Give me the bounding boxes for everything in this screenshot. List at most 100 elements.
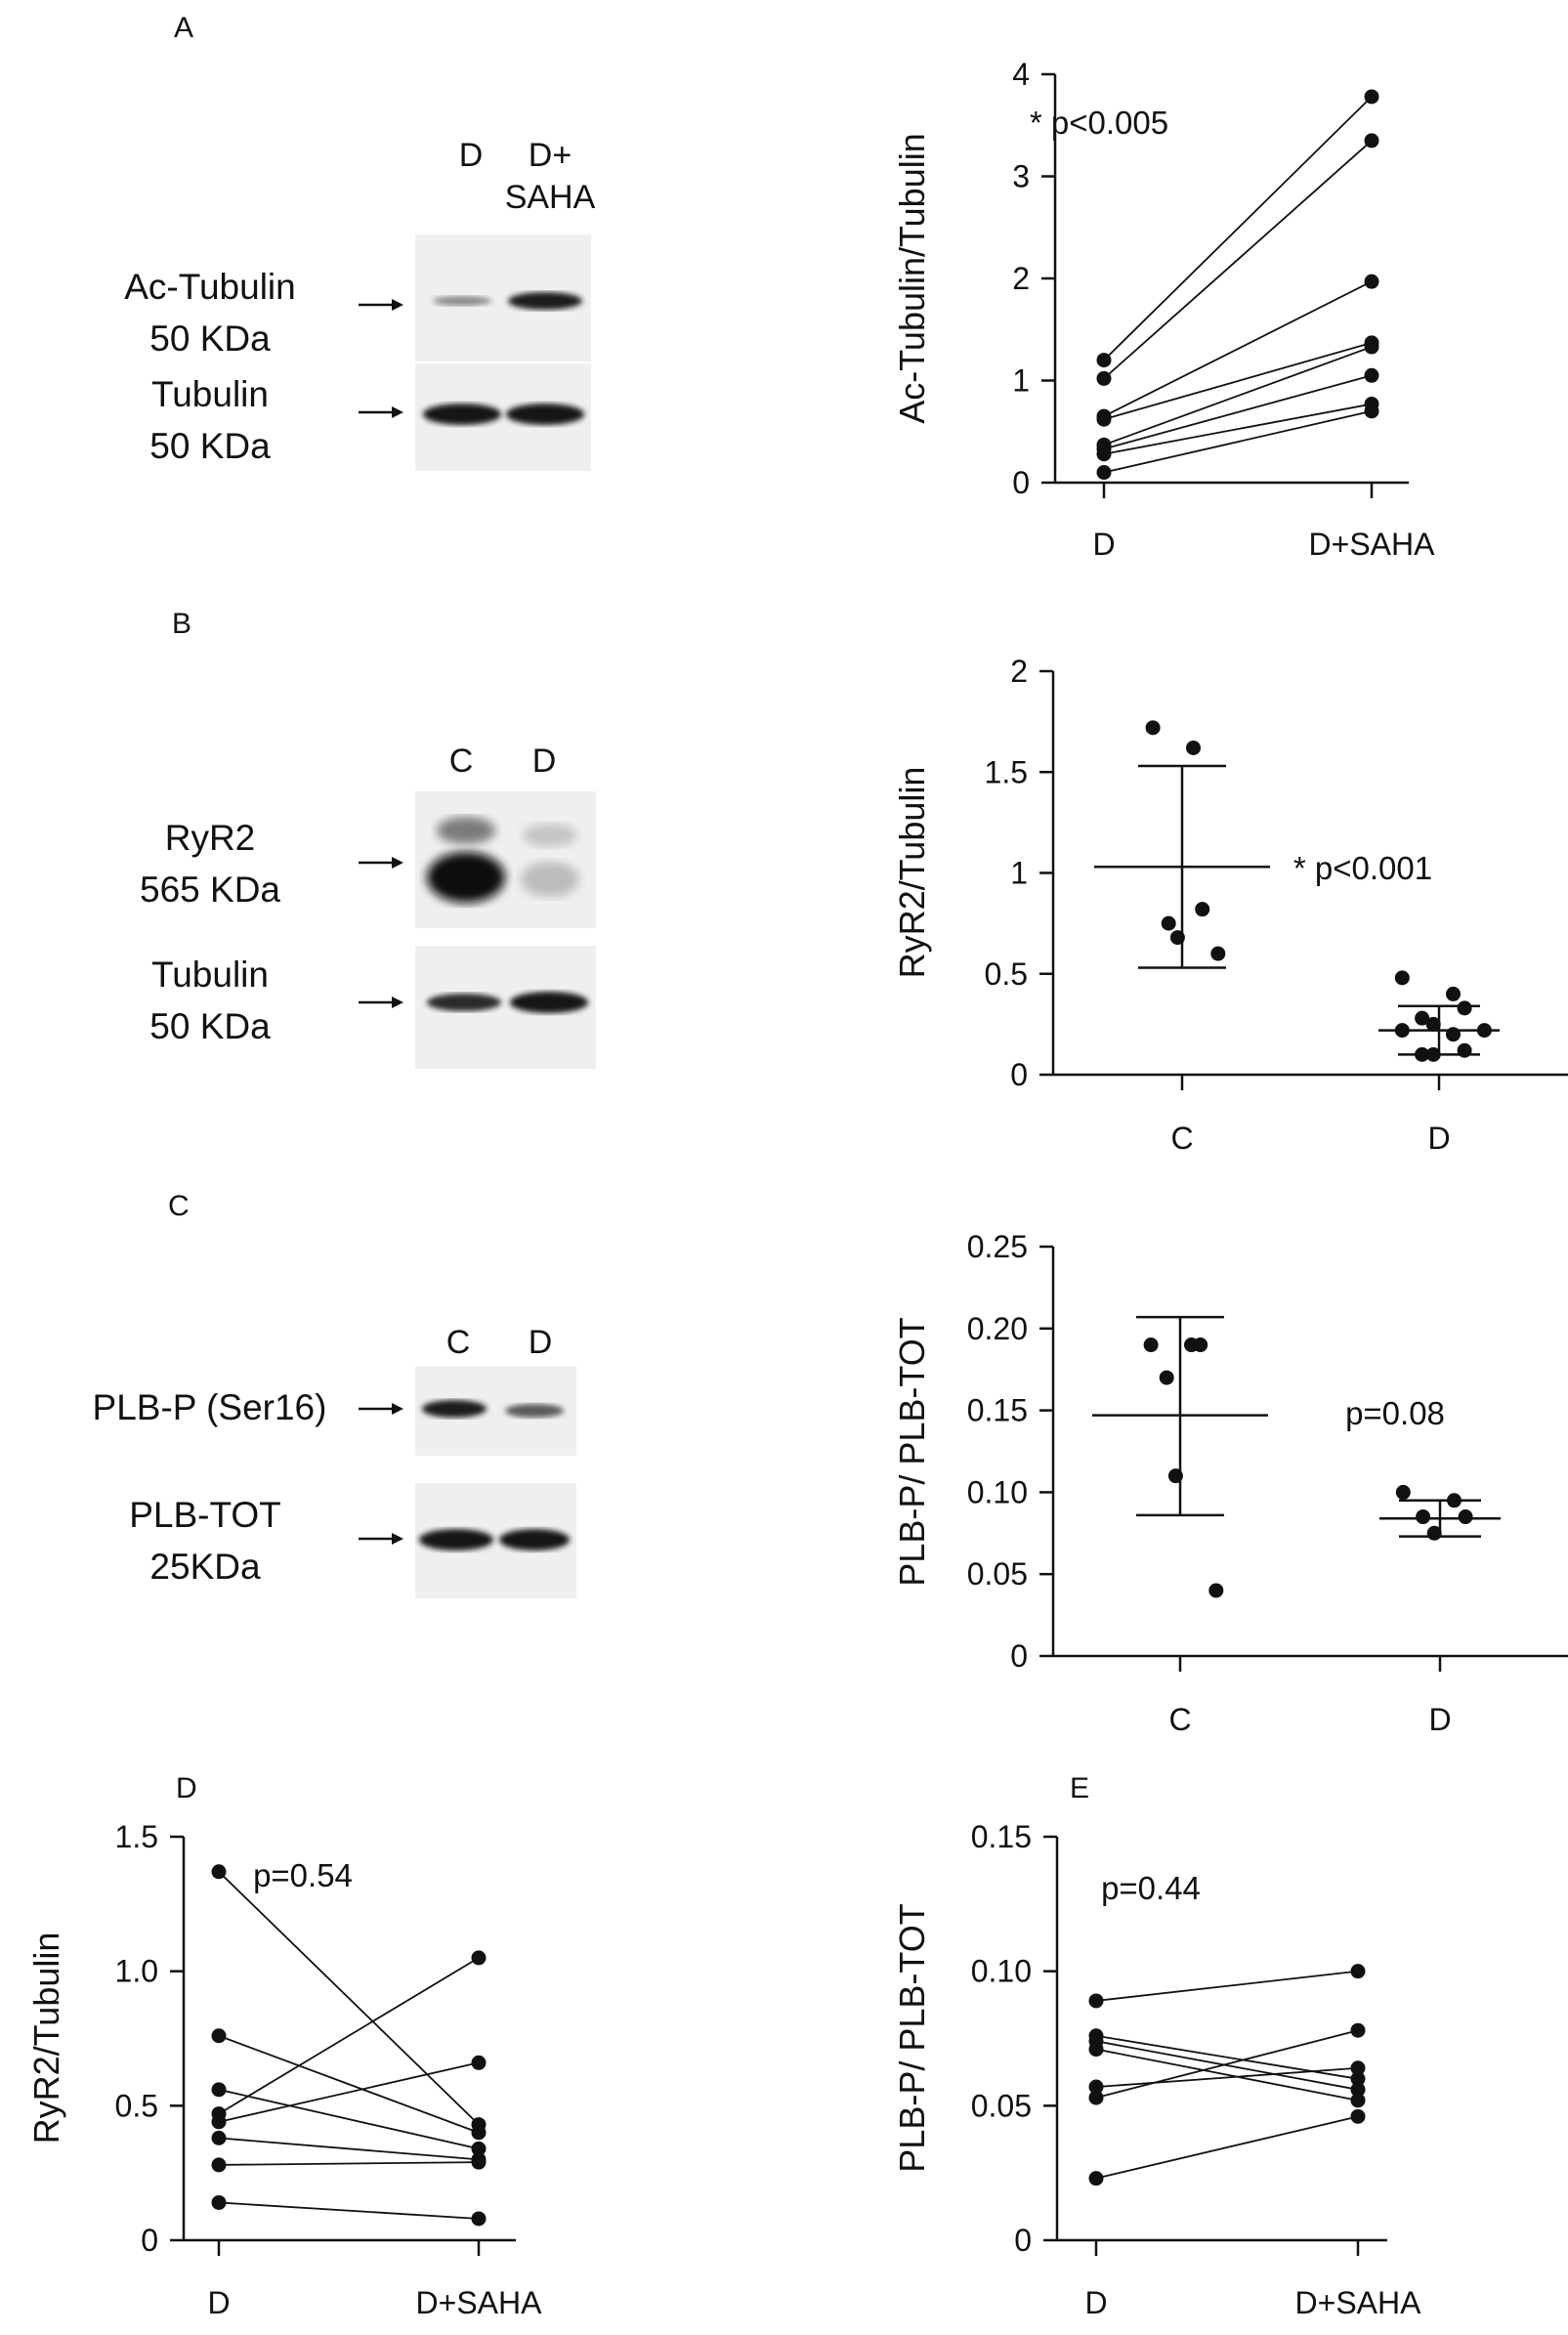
blot-b-ryr2-image xyxy=(415,791,596,928)
chart-d-point-before xyxy=(211,2028,227,2044)
chart-e-point-after xyxy=(1350,2060,1366,2076)
chart-e-annotation: p=0.44 xyxy=(1101,1870,1201,1906)
blot-b-band-2-label: Tubulin 50 KDa xyxy=(149,955,271,1046)
chart-e-pair-line xyxy=(1095,2040,1359,2091)
blot-a-arrow-2 xyxy=(359,406,403,418)
chart-b-point xyxy=(1446,1027,1461,1042)
chart-a-point-after xyxy=(1364,274,1379,289)
chart-c-y-tick-label: 0.05 xyxy=(967,1556,1028,1592)
chart-b-x-tick-label: C xyxy=(1170,1121,1193,1156)
chart-d-pair-line xyxy=(218,2034,480,2134)
panel-letter-e: E xyxy=(1070,1772,1090,1804)
blot-a-lane-2: D+ SAHA xyxy=(504,137,596,216)
blot-c-plb-tot-image xyxy=(415,1483,576,1598)
panel-letter-c: C xyxy=(168,1190,190,1222)
chart-a-annotation: * p<0.005 xyxy=(1030,105,1168,141)
chart-b-point xyxy=(1186,740,1201,755)
chart-c-point xyxy=(1208,1583,1224,1598)
blot-a-arrow-1 xyxy=(359,299,403,311)
chart-d-x-tick-label: D+SAHA xyxy=(416,2285,543,2320)
chart-b-point xyxy=(1195,902,1210,917)
chart-a-pair-line xyxy=(1103,346,1373,446)
chart-d-point-before xyxy=(211,2157,227,2173)
chart-b-y-tick-label: 1 xyxy=(1010,856,1028,891)
chart-c-point xyxy=(1193,1337,1208,1353)
chart-d-y-axis-label: RyR2/Tubulin xyxy=(26,1932,66,2144)
chart-a-point-before xyxy=(1096,370,1112,386)
blot-a-ac-tubulin-image xyxy=(415,234,591,361)
chart-a-x-tick-label: D+SAHA xyxy=(1309,527,1436,562)
chart-d-point-before xyxy=(211,2130,227,2145)
chart-e-y-tick-label: 0.10 xyxy=(971,1954,1032,1989)
chart-a-pair-line xyxy=(1103,96,1373,361)
chart-a-point-before xyxy=(1096,446,1112,462)
chart-a-x-tick-label: D xyxy=(1092,527,1115,562)
chart-d-point-before xyxy=(211,1864,227,1880)
chart-c-point xyxy=(1143,1337,1159,1353)
blot-c-band-2-label: PLB-TOT 25KDa xyxy=(129,1495,281,1587)
chart-a-y-tick-label: 0 xyxy=(1012,465,1030,500)
chart-c-point xyxy=(1458,1509,1473,1525)
chart-c-x-tick-label: D xyxy=(1428,1702,1451,1737)
chart-c-y-tick-label: 0.25 xyxy=(967,1229,1028,1264)
chart-a-point-after xyxy=(1364,339,1379,355)
chart-d-y-tick-label: 1.0 xyxy=(115,1954,158,1989)
chart-a-y-tick-label: 3 xyxy=(1012,159,1030,194)
blot-c-arrow-2 xyxy=(359,1533,403,1545)
chart-e-point-before xyxy=(1088,1993,1104,2009)
chart-a-point-after xyxy=(1364,367,1379,383)
chart-a-point-after xyxy=(1364,133,1379,149)
chart-e-pair-line xyxy=(1095,2029,1359,2099)
chart-c-x-tick-label: C xyxy=(1168,1702,1191,1737)
chart-e-point-after xyxy=(1350,2108,1366,2124)
chart-c-point xyxy=(1159,1370,1174,1385)
chart-e-point-before xyxy=(1088,2171,1104,2186)
chart-d-pair-line xyxy=(218,2201,480,2220)
chart-b-point xyxy=(1457,1000,1472,1016)
panel-letter-a: A xyxy=(174,12,194,44)
blot-a-lane-1: D xyxy=(458,137,484,174)
blot-b-lane-1: C xyxy=(448,743,474,780)
chart-c-y-tick-label: 0.15 xyxy=(967,1393,1028,1428)
chart-d-pair-line xyxy=(218,2061,480,2123)
blot-c-plb-p-image xyxy=(415,1366,576,1456)
chart-a-pair-line xyxy=(1103,409,1373,474)
chart-b-point xyxy=(1476,1023,1492,1039)
chart-e-pair-line xyxy=(1095,2048,1359,2102)
chart-b-point xyxy=(1425,1016,1441,1032)
chart-b-x-tick-label: D xyxy=(1427,1121,1450,1156)
chart-e-x-tick-label: D+SAHA xyxy=(1295,2285,1422,2320)
chart-e-x-tick-label: D xyxy=(1084,2285,1107,2320)
chart-b-point xyxy=(1415,1010,1430,1026)
blot-c-band-1-label: PLB-P (Ser16) xyxy=(92,1387,327,1427)
chart-e-pair-line xyxy=(1095,2066,1359,2088)
chart-b-point xyxy=(1394,1023,1410,1039)
chart-d-point-after xyxy=(471,2055,487,2070)
chart-e-point-after xyxy=(1350,2093,1366,2108)
chart-b-point xyxy=(1394,970,1410,986)
panel-letter-d: D xyxy=(176,1772,197,1804)
chart-d-pair-line xyxy=(218,1957,480,2115)
chart-d-point-after xyxy=(471,2125,487,2141)
chart-e-y-tick-label: 0.15 xyxy=(971,1819,1032,1854)
chart-c-point xyxy=(1167,1468,1183,1484)
chart-c-y-axis-label: PLB-P/ PLB-TOT xyxy=(892,1317,932,1586)
chart-b-y-tick-label: 0 xyxy=(1010,1057,1028,1092)
blot-c-lane-1: C xyxy=(445,1324,471,1361)
chart-e-pair-line xyxy=(1095,2115,1359,2180)
chart-a-pair-line xyxy=(1103,341,1373,421)
chart-b-y-tick-label: 2 xyxy=(1010,654,1028,689)
chart-a-point-before xyxy=(1096,411,1112,427)
blot-b-arrow-2 xyxy=(359,997,403,1008)
chart-c-y-tick-label: 0 xyxy=(1010,1638,1028,1674)
chart-b-point xyxy=(1210,946,1226,961)
chart-c-point xyxy=(1395,1484,1411,1500)
chart-b-annotation: * p<0.001 xyxy=(1293,850,1432,886)
chart-e-point-before xyxy=(1088,2090,1104,2105)
chart-b-point xyxy=(1457,1042,1472,1058)
chart-a-pair-line xyxy=(1103,403,1373,455)
chart-e-pair-line xyxy=(1095,1970,1359,2002)
chart-b-point xyxy=(1446,986,1461,1001)
chart-a-pair-line xyxy=(1103,140,1373,380)
